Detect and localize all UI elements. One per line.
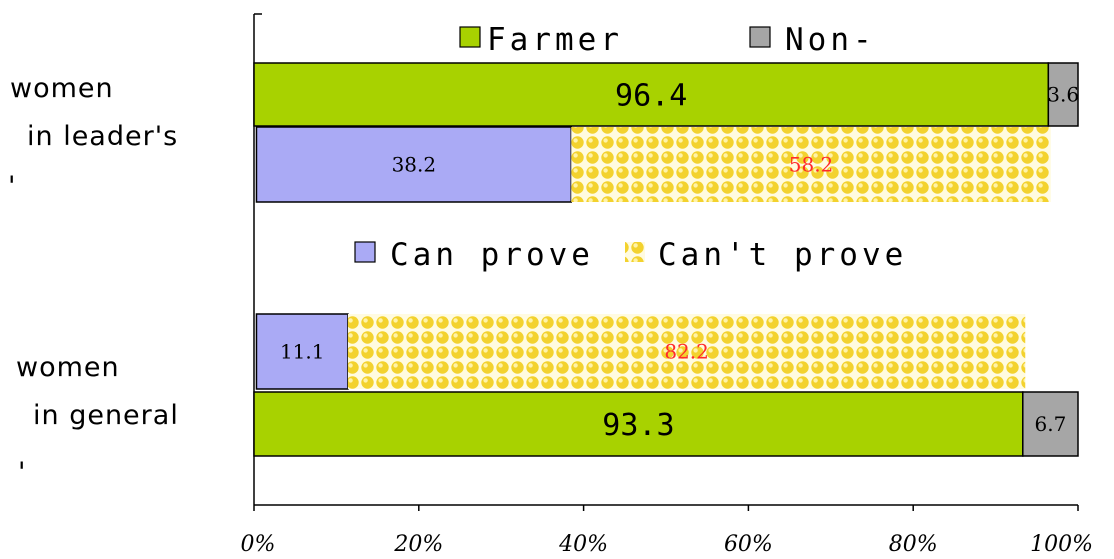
data-label: 82.2 bbox=[664, 340, 709, 364]
bars: 96.4 3.6 38.2 58.2 11.1 82.2 93.3 6.7 bbox=[253, 62, 1079, 457]
category-label-line: women bbox=[10, 73, 114, 104]
category-label-line: women bbox=[16, 352, 120, 383]
category-label-line: ' bbox=[18, 457, 26, 488]
legend-label: Farmer bbox=[487, 22, 623, 58]
bar-segment bbox=[571, 127, 1051, 202]
x-axis-ticks: 0% 20% 40% 60% 80% 100% bbox=[241, 504, 1093, 557]
data-label: 96.4 bbox=[615, 79, 687, 114]
bar-segment bbox=[253, 62, 1050, 127]
bar-segment bbox=[255, 313, 349, 390]
data-label: 93.3 bbox=[602, 408, 674, 443]
category-label-line: ' bbox=[8, 171, 16, 202]
data-label: 58.2 bbox=[789, 153, 834, 177]
bar-segment bbox=[1022, 391, 1079, 457]
legend-swatch bbox=[749, 26, 771, 48]
legend-label: Can't prove bbox=[658, 237, 907, 273]
legend-label: Non- bbox=[785, 22, 876, 58]
x-tick-label: 60% bbox=[724, 532, 773, 557]
legend-swatch bbox=[354, 241, 376, 263]
x-tick-label: 100% bbox=[1030, 532, 1093, 557]
legend-swatch bbox=[625, 242, 645, 262]
x-tick-label: 40% bbox=[558, 532, 608, 557]
legends: Farmer Non- Can prove Can't prove bbox=[354, 22, 907, 273]
data-label: 3.6 bbox=[1047, 83, 1079, 107]
x-tick-label: 0% bbox=[241, 532, 276, 557]
legend-label: Can prove bbox=[390, 237, 594, 273]
legend-swatch bbox=[459, 26, 481, 48]
x-tick-label: 20% bbox=[393, 532, 443, 557]
data-label: 38.2 bbox=[392, 153, 437, 177]
data-label: 6.7 bbox=[1034, 412, 1066, 436]
category-label-line: in general bbox=[33, 400, 179, 431]
category-label-line: in leader's bbox=[27, 121, 178, 152]
x-tick-label: 80% bbox=[889, 532, 938, 557]
data-label: 11.1 bbox=[280, 340, 325, 364]
bar-segment bbox=[347, 314, 1026, 389]
bar-segment bbox=[1047, 62, 1079, 127]
